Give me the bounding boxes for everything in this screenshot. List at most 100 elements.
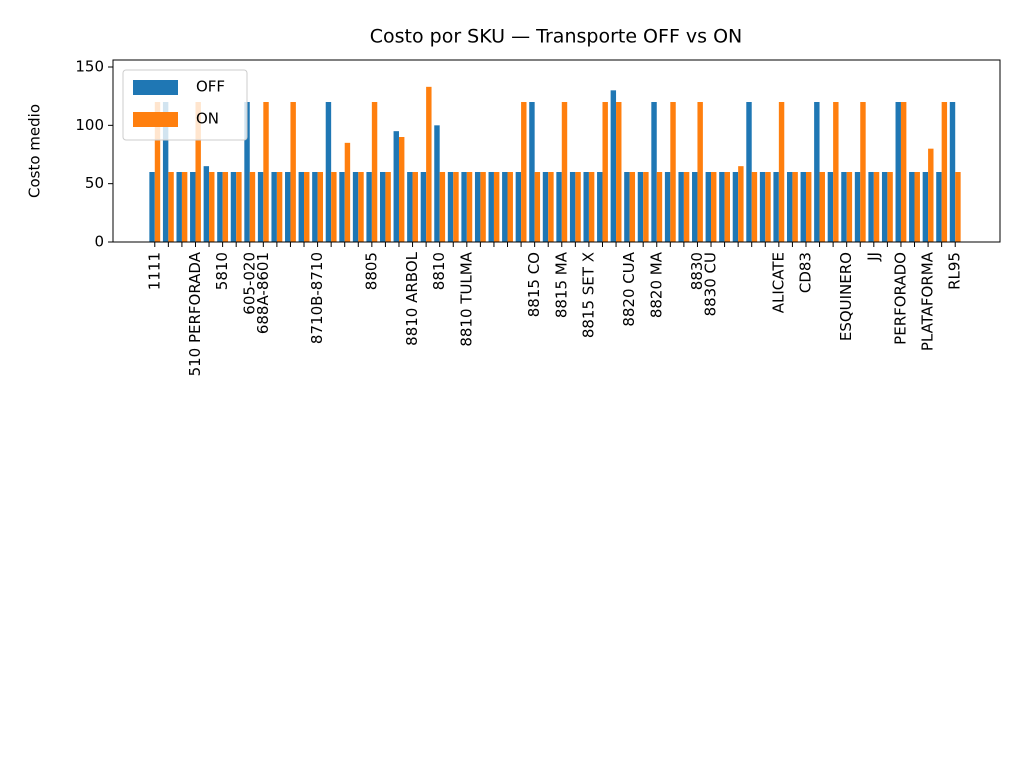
bar: [624, 172, 630, 242]
bar: [366, 172, 372, 242]
bar: [263, 102, 269, 242]
bar: [670, 102, 676, 242]
x-tick-label: 605-020: [240, 252, 258, 315]
bar: [181, 172, 188, 242]
bar: [841, 172, 847, 242]
bar: [317, 172, 324, 242]
bar: [792, 172, 798, 242]
x-tick-label: RL95: [946, 252, 964, 290]
bar: [643, 172, 649, 242]
bar: [773, 172, 779, 242]
bar: [352, 172, 359, 242]
bar: [955, 172, 961, 242]
x-tick-label: 8830: [688, 252, 706, 290]
y-tick-label: 150: [75, 58, 104, 76]
y-axis-label: Costo medio: [26, 104, 44, 198]
bar: [420, 172, 427, 242]
bar: [407, 172, 413, 242]
bar: [616, 102, 622, 242]
bar: [575, 172, 581, 242]
bar: [719, 172, 725, 242]
bar: [162, 102, 169, 242]
bar: [656, 172, 663, 242]
bar: [637, 172, 644, 242]
x-tick-label: ESQUINERO: [837, 252, 855, 341]
bar: [548, 172, 554, 242]
bar: [149, 172, 155, 242]
bar: [800, 172, 806, 242]
bar: [597, 172, 603, 242]
bar: [493, 172, 500, 242]
bar: [195, 102, 201, 242]
bar: [759, 172, 766, 242]
bar: [534, 172, 541, 242]
x-tick-label: 688A-8601: [254, 252, 272, 334]
bar: [447, 172, 454, 242]
bar: [507, 172, 513, 242]
bar: [480, 172, 486, 242]
bar: [236, 172, 242, 242]
bar: [385, 172, 391, 242]
bar: [900, 102, 907, 242]
bar: [521, 102, 527, 242]
bar: [358, 172, 364, 242]
bar: [271, 172, 277, 242]
bar: [393, 131, 399, 242]
x-tick-label: ALICATE: [769, 252, 787, 313]
bar: [738, 166, 744, 242]
bar: [936, 172, 942, 242]
bar: [217, 172, 223, 242]
bar: [746, 102, 752, 242]
bar: [529, 102, 535, 242]
x-tick-label: 8815 MA: [552, 251, 570, 318]
bar: [941, 102, 948, 242]
bar: [583, 172, 589, 242]
x-tick-label: CD83: [796, 252, 814, 293]
bar: [846, 172, 853, 242]
bar: [466, 172, 473, 242]
bar: [398, 137, 405, 242]
bar: [285, 172, 291, 242]
bar: [515, 172, 522, 242]
bar: [922, 172, 929, 242]
bar: [453, 172, 459, 242]
x-tick-label: 8820 MA: [647, 251, 665, 318]
x-tick-label: 1111: [145, 252, 163, 290]
bar: [629, 172, 636, 242]
bar: [805, 172, 812, 242]
bar: [434, 125, 440, 242]
bar: [683, 172, 690, 242]
bar: [909, 172, 915, 242]
bar: [881, 172, 888, 242]
x-tick-label: 8810: [430, 252, 448, 290]
bar: [860, 102, 866, 242]
plot-frame: [112, 59, 1001, 243]
chart-title: Costo por SKU — Transporte OFF vs ON: [370, 26, 743, 48]
bar: [692, 172, 698, 242]
x-tick-label: 8820 CUA: [620, 251, 638, 326]
legend-swatch: [133, 80, 178, 95]
bar: [928, 148, 934, 242]
x-tick-label: 8805: [362, 252, 380, 290]
bar: [914, 172, 920, 242]
x-tick-label: 5810: [213, 252, 231, 290]
bar: [588, 172, 595, 242]
x-tick-label: 8815 SET X: [579, 252, 597, 338]
bar: [542, 172, 549, 242]
bar: [711, 172, 717, 242]
x-tick-label: 8810 ARBOL: [403, 251, 421, 345]
legend-label: ON: [196, 110, 219, 128]
bar: [854, 172, 861, 242]
y-tick-label: 50: [85, 174, 104, 192]
bar: [602, 102, 608, 242]
bar: [439, 172, 446, 242]
x-tick-label: 8810 TULMA: [457, 251, 475, 346]
bar: [778, 102, 785, 242]
bar: [765, 172, 771, 242]
bar: [379, 172, 386, 242]
bar: [651, 102, 657, 242]
bar: [461, 172, 467, 242]
bar: [249, 172, 256, 242]
bar: [312, 172, 318, 242]
